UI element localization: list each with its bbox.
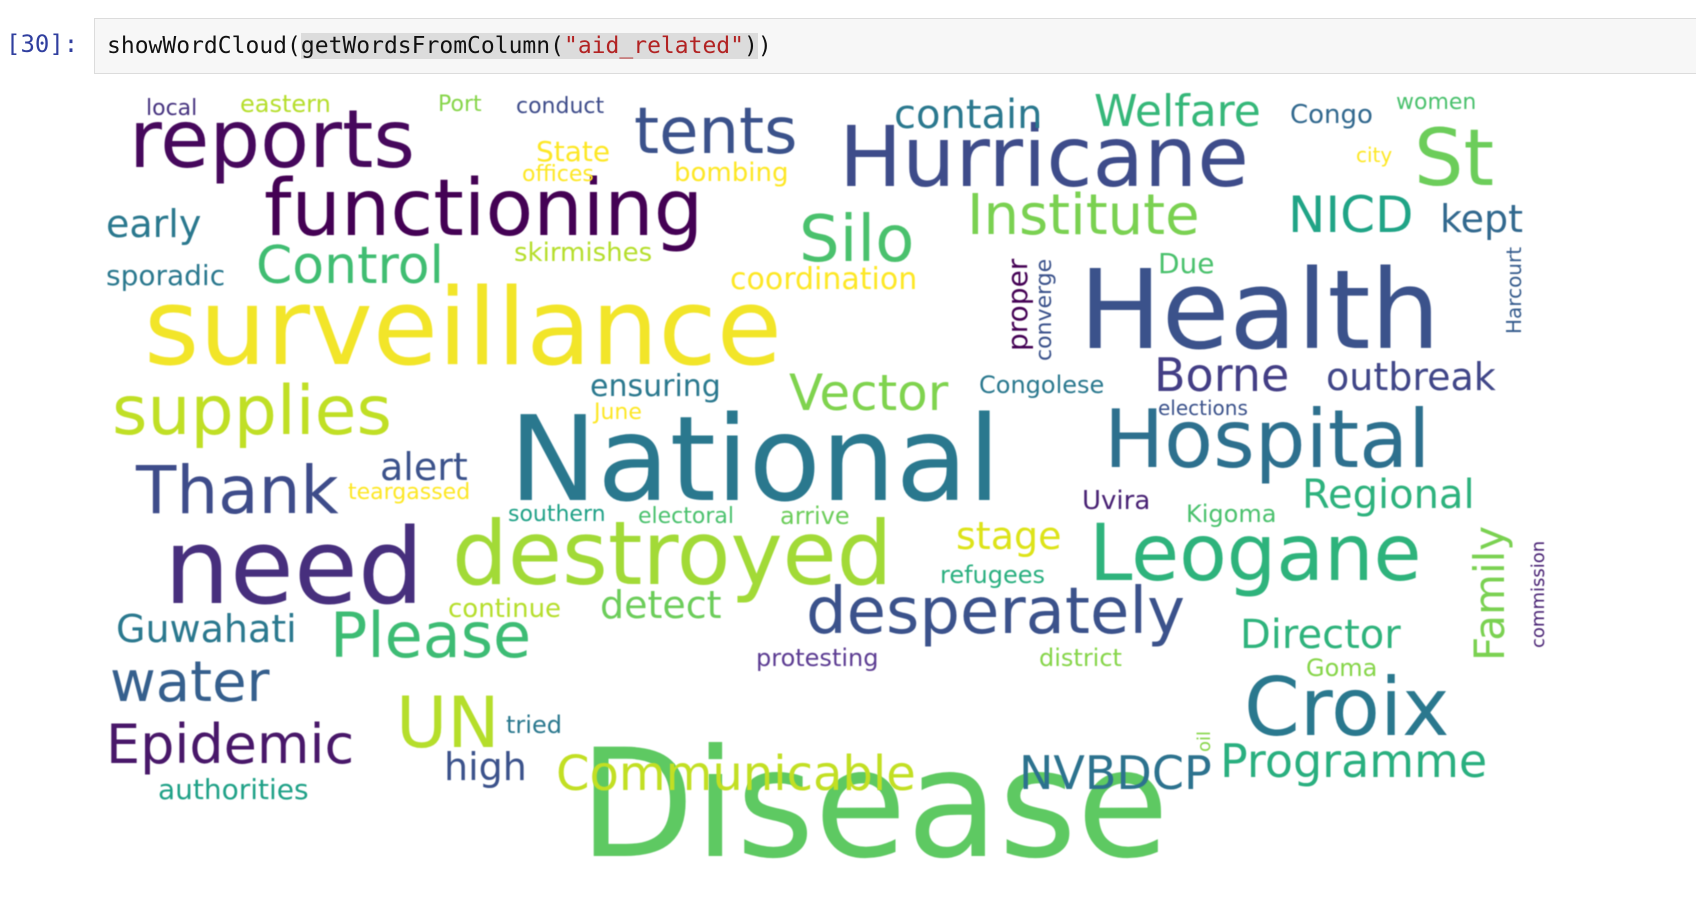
word-cloud-word: tried	[506, 711, 562, 739]
word-cloud-word: water	[110, 650, 270, 715]
word-cloud-word: kept	[1440, 197, 1524, 241]
word-cloud-word: arrive	[780, 502, 850, 530]
word-cloud-word: district	[1039, 644, 1122, 672]
word-cloud-word: National	[509, 390, 1001, 528]
word-cloud-word: converge	[1032, 258, 1057, 361]
word-cloud-word: NVBDCP	[1019, 746, 1212, 800]
word-cloud-word: St	[1414, 114, 1495, 204]
word-cloud-image: Disease National Health surveillance need des…	[94, 90, 1684, 890]
word-cloud-word: June	[594, 400, 642, 425]
word-cloud-word: Silo	[799, 203, 915, 277]
code-inner-function-name: getWordsFromColumn	[300, 33, 551, 59]
code-cell-input[interactable]: showWordCloud(getWordsFromColumn("aid_re…	[94, 18, 1696, 74]
word-cloud-word: city	[1356, 143, 1393, 167]
word-cloud-word: local	[146, 96, 198, 121]
word-cloud-word: Guwahati	[116, 607, 297, 651]
word-cloud-word: elections	[1158, 396, 1248, 420]
word-cloud-word: Thank	[136, 452, 339, 529]
word-cloud-word: stage	[956, 514, 1062, 558]
word-cloud-word: offices	[522, 162, 594, 187]
word-cloud-word: Regional	[1302, 472, 1475, 518]
cell-prompt: [30]:	[6, 30, 79, 58]
word-cloud-word: Vector	[789, 364, 949, 422]
word-cloud-word: early	[106, 202, 202, 246]
word-cloud-word: ensuring	[590, 369, 721, 404]
word-cloud-word: refugees	[940, 561, 1046, 589]
word-cloud-word: Welfare	[1094, 86, 1261, 137]
word-cloud-word: women	[1396, 90, 1477, 115]
word-cloud-word: high	[444, 745, 527, 789]
cell-output: Disease National Health surveillance need des…	[94, 90, 1684, 890]
word-cloud-word: coordination	[730, 262, 918, 297]
word-cloud-word: outbreak	[1326, 355, 1496, 399]
word-cloud-word: Harcourt	[1502, 246, 1526, 334]
word-cloud-word: Control	[256, 236, 444, 296]
word-cloud-word: Communicable	[556, 746, 916, 802]
word-cloud-word: Family	[1465, 526, 1514, 662]
word-cloud-word: continue	[448, 594, 562, 624]
word-cloud-word: NICD	[1288, 186, 1414, 244]
word-cloud-word: State	[536, 135, 611, 168]
code-inner-paren-close: )	[744, 33, 758, 59]
word-cloud-word: Leogane	[1089, 509, 1422, 599]
word-cloud-word: tents	[634, 95, 798, 169]
word-cloud-word: surveillance	[144, 266, 782, 389]
word-cloud-word: Director	[1240, 612, 1401, 658]
word-cloud-word: authorities	[158, 773, 309, 806]
word-cloud-word: Institute	[967, 183, 1200, 248]
word-cloud-word: Congolese	[979, 371, 1105, 399]
word-cloud-word: Borne	[1154, 348, 1290, 402]
word-cloud-word: Due	[1158, 247, 1215, 280]
word-cloud-word: southern	[508, 502, 606, 527]
code-line[interactable]: showWordCloud(getWordsFromColumn("aid_re…	[107, 32, 772, 60]
word-cloud-word: Hospital	[1104, 393, 1431, 486]
word-cloud-word: Uvira	[1082, 486, 1151, 516]
word-cloud-word: UN	[396, 682, 500, 764]
word-cloud-word: Please	[330, 599, 532, 672]
word-cloud-word: oil	[1194, 731, 1215, 753]
word-cloud-word: supplies	[112, 372, 392, 451]
word-cloud-word: electoral	[638, 504, 735, 529]
word-cloud-word: Kigoma	[1186, 500, 1277, 528]
word-cloud-word: Programme	[1220, 734, 1488, 788]
word-cloud-word: Disease	[579, 718, 1169, 892]
code-paren: (	[287, 33, 301, 59]
word-cloud-word: eastern	[240, 90, 331, 118]
code-highlighted-argument: getWordsFromColumn("aid_related")	[300, 33, 758, 59]
word-cloud-word: Congo	[1290, 100, 1373, 130]
word-cloud-word: commission	[1528, 540, 1549, 648]
word-cloud-word: conduct	[516, 94, 605, 119]
word-cloud-word: Goma	[1306, 654, 1378, 682]
word-cloud-word: detect	[600, 583, 722, 627]
word-cloud-word: reports	[129, 93, 416, 186]
word-cloud-word: destroyed	[452, 502, 893, 605]
word-cloud-word: Croix	[1244, 661, 1450, 754]
word-cloud-word: need	[164, 506, 424, 628]
word-cloud-word: Port	[438, 92, 482, 117]
word-cloud-word: functioning	[264, 164, 704, 254]
word-cloud-word: desperately	[806, 575, 1185, 649]
word-cloud-word: protesting	[756, 644, 879, 672]
word-cloud-word: Epidemic	[106, 713, 355, 776]
word-cloud-word: teargassed	[348, 480, 471, 505]
word-cloud-word: proper	[1001, 258, 1034, 351]
word-cloud-word: contain	[894, 92, 1043, 138]
word-cloud-word: bombing	[674, 158, 789, 188]
word-cloud-word: skirmishes	[514, 238, 653, 268]
code-inner-paren: (	[550, 33, 564, 59]
word-cloud-word: alert	[380, 445, 468, 489]
code-function-name: showWordCloud	[107, 33, 288, 59]
code-string-literal: "aid_related"	[563, 33, 744, 59]
code-paren-close: )	[757, 33, 772, 59]
word-cloud-word: Hurricane	[839, 108, 1249, 206]
word-cloud-word: Health	[1079, 246, 1441, 374]
word-cloud-word: sporadic	[106, 259, 226, 292]
